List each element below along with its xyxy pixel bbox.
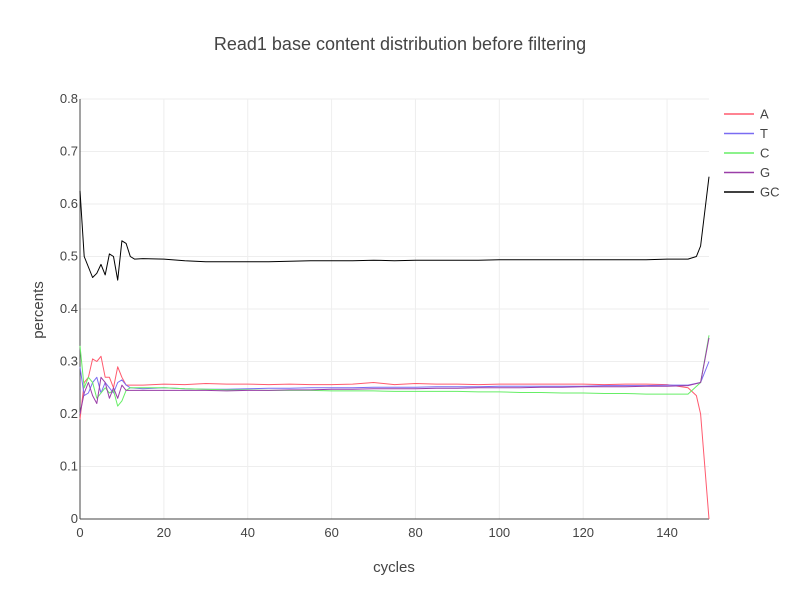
legend-label: G (760, 165, 770, 180)
legend-item-g[interactable]: G (724, 165, 770, 180)
legend-label: GC (760, 185, 780, 200)
axes: 0 0.1 0.2 0.3 0.4 0.5 0.6 0.7 0.8 0 20 40 60 80 100 120… (60, 91, 709, 540)
legend-label: T (760, 126, 768, 141)
y-axis-title: percents (30, 281, 47, 339)
chart-title: Read1 base content distribution before f… (214, 34, 586, 54)
x-tick-label: 140 (656, 525, 678, 540)
x-axis-title: cycles (373, 559, 415, 576)
y-tick-label: 0.7 (60, 144, 78, 159)
legend-label: A (760, 107, 769, 122)
legend-item-c[interactable]: C (724, 146, 769, 161)
series-line-g (79, 337, 710, 415)
y-tick-label: 0.2 (60, 406, 78, 421)
series-layer (79, 176, 710, 520)
series-line-a (79, 355, 710, 520)
legend-item-gc[interactable]: GC (724, 185, 780, 200)
series-line-t (79, 361, 710, 397)
series-line-gc (79, 176, 710, 281)
y-tick-label: 0.6 (60, 196, 78, 211)
y-tick-label: 0.3 (60, 354, 78, 369)
x-tick-label: 60 (324, 525, 338, 540)
x-tick-label: 20 (157, 525, 171, 540)
y-tick-label: 0 (71, 511, 78, 526)
grid-lines (80, 98, 709, 519)
x-tick-label: 0 (76, 525, 83, 540)
y-tick-label: 0.8 (60, 91, 78, 106)
x-tick-label: 100 (488, 525, 510, 540)
x-tick-label: 120 (572, 525, 594, 540)
x-tick-label: 80 (408, 525, 422, 540)
y-tick-label: 0.5 (60, 249, 78, 264)
y-tick-label: 0.1 (60, 459, 78, 474)
y-tick-label: 0.4 (60, 301, 78, 316)
legend-item-a[interactable]: A (724, 107, 769, 122)
legend-item-t[interactable]: T (724, 126, 768, 141)
x-tick-label: 40 (240, 525, 254, 540)
legend-label: C (760, 146, 769, 161)
